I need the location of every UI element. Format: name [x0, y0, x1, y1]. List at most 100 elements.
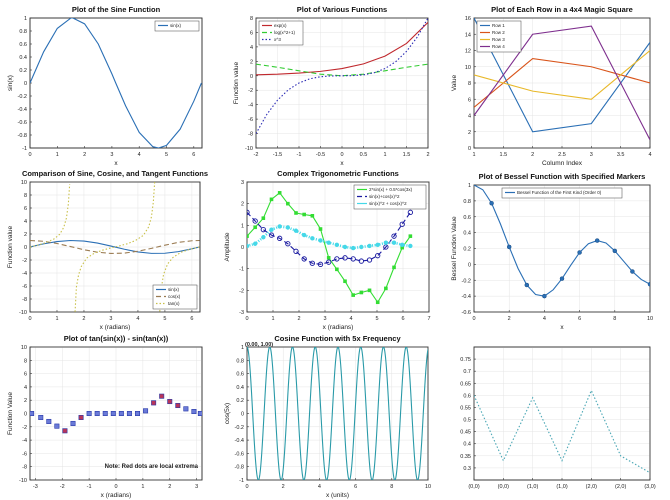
- chart-title: Complex Trigonometric Functions: [277, 169, 399, 178]
- series-line: [474, 50, 650, 100]
- y-tick-label: -0.6: [235, 451, 244, 457]
- x-tick-label: 6: [578, 316, 581, 322]
- x-tick-label: 8: [613, 316, 616, 322]
- x-tick-label: 0: [245, 484, 248, 490]
- y-tick-label: 0: [24, 412, 27, 418]
- data-point: [384, 286, 388, 291]
- legend-label: 2*sin(x) + 0.5*cos(3x): [369, 187, 413, 192]
- x-tick-label: 4: [318, 484, 321, 490]
- x-tick-label: 4: [648, 152, 651, 158]
- x-tick-label: 3.5: [617, 152, 625, 158]
- y-tick-label: 0.2: [19, 68, 27, 74]
- x-axis-label: x: [560, 324, 564, 331]
- y-tick-label: -0.4: [18, 107, 27, 113]
- extremum-point: [159, 393, 165, 399]
- x-tick-label: 5: [375, 316, 378, 322]
- legend-label: x^3: [274, 37, 281, 42]
- y-tick-label: 0.8: [463, 199, 471, 205]
- extremum-point: [167, 399, 173, 405]
- data-point: [269, 197, 274, 202]
- data-point: [392, 265, 396, 270]
- data-point: [310, 214, 315, 218]
- y-tick-label: -0.2: [18, 94, 27, 100]
- x-tick-label: -2: [254, 152, 259, 158]
- x-tick-label: 7: [427, 316, 430, 322]
- plot-frame: [473, 184, 651, 313]
- y-tick-label: 4: [250, 45, 253, 51]
- y-tick-label: 0.3: [463, 466, 471, 472]
- data-point: [391, 233, 397, 239]
- y-axis-label: Function Value: [7, 392, 14, 435]
- x-tick-label: 6: [354, 484, 357, 490]
- x-tick-label: 2: [168, 484, 171, 490]
- x-tick-label: 4: [543, 316, 546, 322]
- y-tick-label: -10: [19, 478, 27, 484]
- data-point: [269, 227, 274, 232]
- plot-frame: [473, 346, 651, 481]
- data-point: [94, 410, 100, 416]
- y-tick-label: 6: [24, 206, 27, 212]
- data-point: [335, 267, 339, 272]
- x-tick-label: 10: [425, 484, 431, 490]
- chart-1: 0 1 2 3 4 5 6 -1 -0.8 -0.6 -0.4 -0.2 0 0.2 0.4 0.6 0.8 1 P…: [7, 5, 203, 167]
- legend-label: sin(x)^2 + cos(x)^2: [369, 201, 407, 206]
- x-tick-label: 0: [28, 152, 31, 158]
- y-tick-label: 8: [468, 81, 471, 87]
- y-tick-label: -0.2: [462, 278, 471, 284]
- y-tick-label: -0.6: [462, 310, 471, 316]
- x-tick-label: 2: [282, 484, 285, 490]
- y-tick-label: 0: [24, 245, 27, 251]
- y-tick-label: -2: [22, 425, 27, 431]
- series-line: [30, 184, 71, 248]
- data-point: [594, 238, 600, 243]
- y-tick-label: 14: [465, 32, 471, 38]
- data-point: [326, 256, 331, 260]
- x-axis-label: x: [114, 160, 118, 167]
- x-tick-label: 2: [508, 316, 511, 322]
- annotation: Note: Red dots are local extrema: [105, 464, 199, 470]
- y-tick-label: -10: [19, 310, 27, 316]
- y-tick-label: 2: [468, 130, 471, 136]
- data-point: [399, 221, 405, 227]
- y-tick-label: -2: [248, 88, 253, 94]
- y-tick-label: 2: [241, 202, 244, 208]
- data-point: [318, 238, 323, 243]
- y-tick-label: 0.6: [236, 372, 244, 378]
- x-tick-label: 3: [590, 152, 593, 158]
- data-point: [375, 253, 381, 259]
- y-tick-label: 0.4: [236, 385, 244, 391]
- x-tick-label: 0: [340, 152, 343, 158]
- y-tick-label: 0.75: [460, 357, 471, 363]
- y-tick-label: -6: [248, 117, 253, 123]
- x-axis-label: x (radians): [101, 492, 132, 499]
- x-tick-label: (0,0): [468, 484, 479, 490]
- chart-3: 1 1.5 2 2.5 3 3.5 4 0 2 4 6 8 10 12 14 16 Plot of Each R…: [451, 5, 652, 167]
- y-tick-label: -3: [239, 310, 244, 316]
- x-axis-label: x (radians): [100, 324, 131, 331]
- y-tick-label: 0.65: [460, 381, 471, 387]
- x-tick-label: -1.5: [273, 152, 282, 158]
- y-tick-label: 1: [24, 16, 27, 22]
- series-group: [247, 191, 414, 305]
- legend: exp(x) log(x^2+1) x^3: [258, 20, 304, 46]
- y-tick-label: -10: [245, 146, 253, 152]
- y-tick-label: 0.6: [463, 393, 471, 399]
- x-tick-label: 3: [110, 152, 113, 158]
- y-axis-label: sin(x): [7, 75, 14, 91]
- x-tick-label: 3: [109, 316, 112, 322]
- y-tick-label: 2: [24, 232, 27, 238]
- series-group: [474, 18, 650, 141]
- data-point: [326, 240, 331, 245]
- x-tick-label: 2: [426, 152, 429, 158]
- data-point: [318, 227, 323, 231]
- data-point: [102, 410, 108, 416]
- data-point: [301, 232, 307, 238]
- x-tick-label: 4: [349, 316, 352, 322]
- y-tick-label: 4: [24, 385, 27, 391]
- chart-6: 0 2 4 6 8 10 -0.6 -0.4 -0.2 0 0.2 0.4 0.6 0.8 1 Plot of…: [451, 172, 653, 331]
- data-point: [285, 241, 291, 247]
- chart-title: Plot of tan(sin(x)) - sin(tan(x)): [64, 334, 169, 343]
- x-tick-label: 4: [136, 316, 139, 322]
